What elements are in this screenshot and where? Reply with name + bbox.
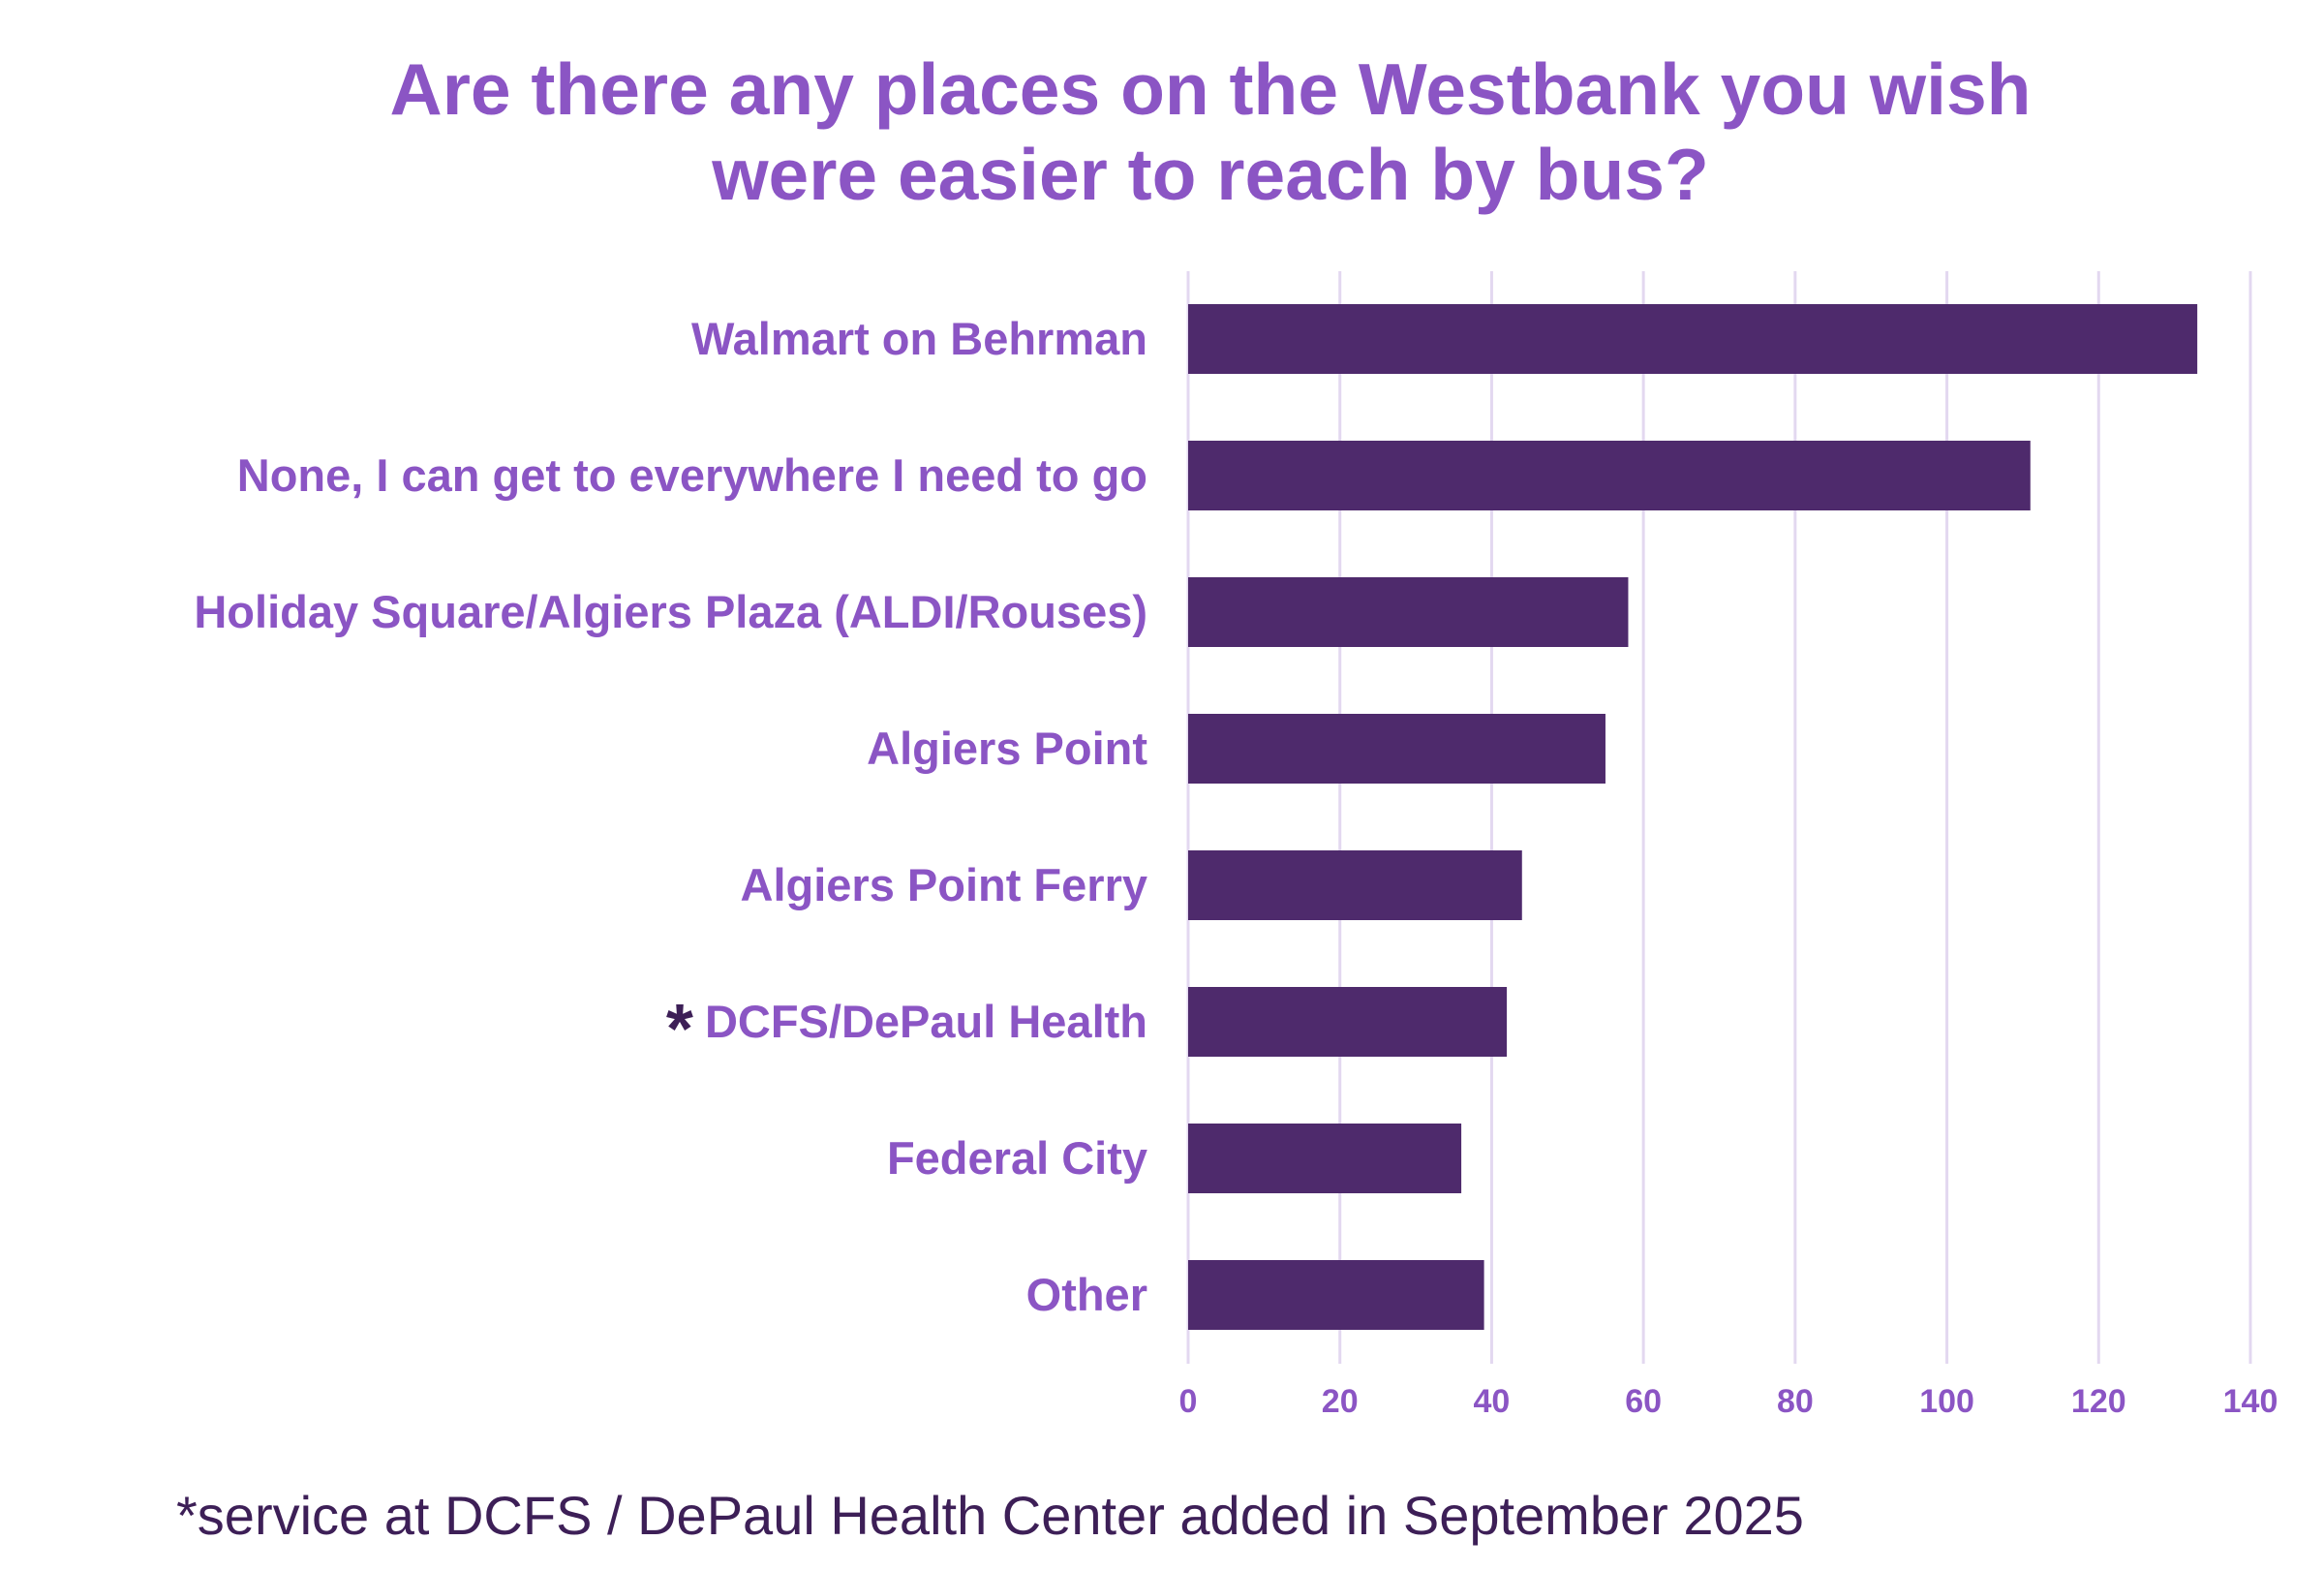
gridlines [1186,271,2252,1364]
bar-0 [1188,304,2198,374]
x-tick-label-60: 60 [1625,1383,1662,1420]
x-tick-label-0: 0 [1179,1383,1198,1420]
category-label-4: Algiers Point Ferry [741,859,1148,910]
bars [1188,304,2198,1330]
footnote: *service at DCFS / DePaul Health Center … [176,1485,1804,1546]
chart-title-line-2: were easier to reach by bus? [712,134,1709,215]
x-tick-label-140: 140 [2223,1383,2278,1420]
category-label-0: Walmart on Behrman [691,313,1147,364]
bar-6 [1188,1124,1462,1193]
category-label-3: Algiers Point [867,723,1147,774]
bar-4 [1188,850,1522,920]
bar-2 [1188,577,1629,647]
category-labels: Walmart on Behrman None, I can get to eve… [194,313,1147,1320]
chart-title: Are there any places on the Westbank you… [0,46,2324,217]
x-axis-tick-labels: 0 20 40 60 80 100 120 140 [1179,1383,2278,1420]
bar-7 [1188,1260,1484,1330]
category-label-7: Other [1026,1269,1147,1320]
bar-3 [1188,714,1605,784]
x-tick-label-80: 80 [1777,1383,1814,1420]
x-tick-label-40: 40 [1474,1383,1511,1420]
category-label-6: Federal City [887,1132,1147,1184]
category-label-5: DCFS/DePaul Health [705,996,1147,1047]
x-tick-label-20: 20 [1322,1383,1359,1420]
category-marker-5: * [666,991,693,1068]
x-tick-label-120: 120 [2071,1383,2126,1420]
x-tick-label-100: 100 [1919,1383,1974,1420]
bar-1 [1188,441,2031,510]
bar-5 [1188,987,1508,1057]
chart-title-line-1: Are there any places on the Westbank you… [389,48,2032,130]
category-label-1: None, I can get to everywhere I need to … [237,449,1147,501]
category-label-2: Holiday Square/Algiers Plaza (ALDI/Rouse… [194,586,1147,637]
